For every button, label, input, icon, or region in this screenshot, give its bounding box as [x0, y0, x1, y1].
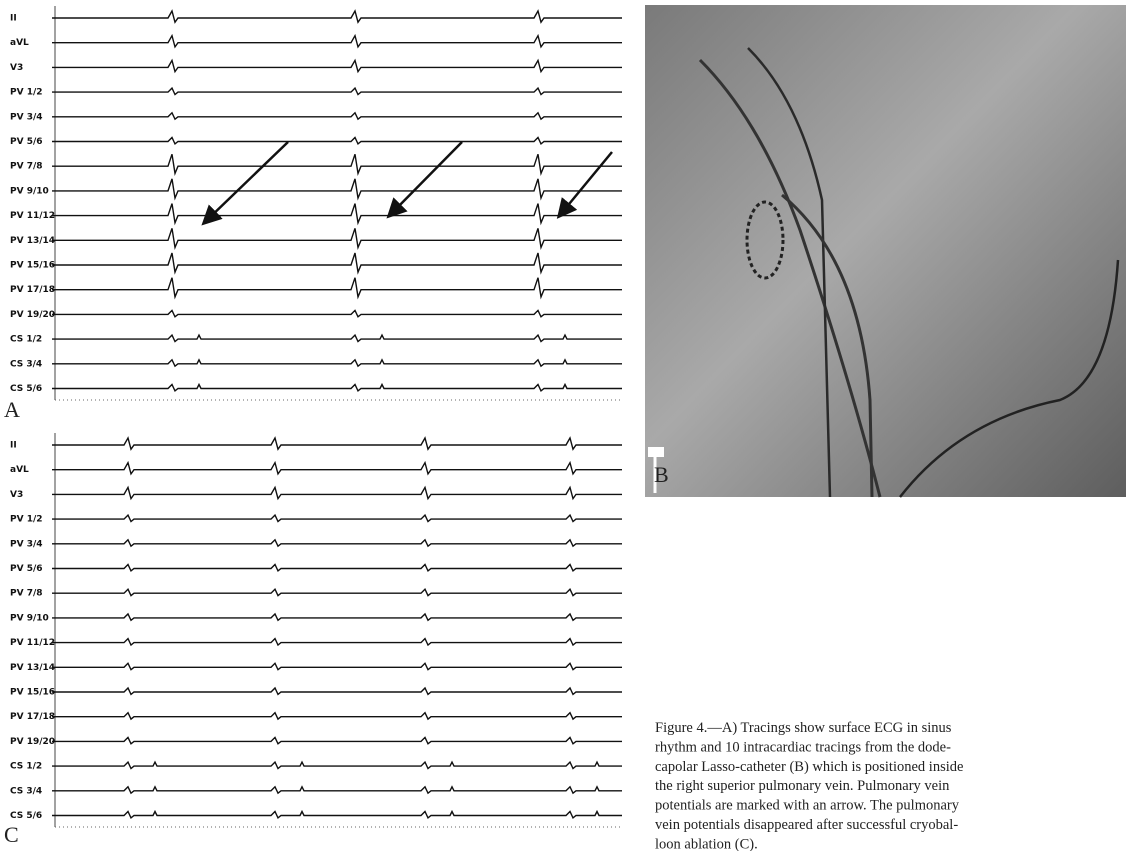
lead-label: PV 5/6: [10, 564, 43, 574]
lead-label: CS 5/6: [10, 811, 42, 821]
lead-label: CS 1/2: [10, 335, 42, 345]
trace: [52, 203, 622, 226]
lead-label: PV 3/4: [10, 539, 43, 549]
trace: [52, 436, 622, 451]
caption-line: rhythm and 10 intracardiac tracings from…: [655, 739, 951, 755]
trace: [52, 9, 622, 24]
trace: [52, 153, 622, 176]
trace: [52, 538, 622, 548]
trace: [52, 736, 622, 745]
trace: [52, 686, 622, 696]
trace: [52, 333, 622, 343]
lead-label: PV 11/12: [10, 211, 55, 221]
trace: [52, 228, 622, 251]
trace: [52, 485, 622, 501]
fluoroscopy-image: [645, 5, 1126, 498]
lead-label: PV 9/10: [10, 186, 49, 196]
panel-letter: A: [4, 397, 20, 422]
trace: [52, 86, 622, 96]
lead-label: PV 19/20: [10, 310, 55, 320]
arrow: [556, 151, 613, 219]
lead-label: PV 7/8: [10, 162, 43, 172]
lead-label: PV 1/2: [10, 88, 43, 98]
trace: [52, 809, 622, 820]
trace: [52, 460, 622, 476]
trace: [52, 178, 622, 201]
trace: [52, 637, 622, 647]
lead-label: CS 1/2: [10, 762, 42, 772]
trace: [52, 760, 622, 770]
caption-line: potentials are marked with an arrow. The…: [655, 798, 960, 814]
trace: [52, 587, 622, 597]
lead-label: V3: [10, 63, 23, 73]
caption-line: vein potentials disappeared after succes…: [655, 817, 958, 833]
lead-label: PV 13/14: [10, 663, 55, 673]
trace: [52, 785, 622, 795]
trace: [52, 662, 622, 671]
lead-label: PV 11/12: [10, 638, 55, 648]
lead-label: II: [10, 441, 17, 451]
lead-label: PV 15/16: [10, 688, 55, 698]
arrow: [386, 141, 463, 219]
trace: [52, 111, 622, 121]
lead-label: CS 3/4: [10, 786, 42, 796]
trace: [52, 252, 622, 275]
caption-line: capolar Lasso-catheter (B) which is posi…: [655, 759, 963, 775]
lead-label: aVL: [10, 38, 29, 48]
lead-label: aVL: [10, 465, 29, 475]
trace: [52, 58, 622, 74]
trace: [52, 277, 622, 300]
lead-label: CS 5/6: [10, 384, 42, 394]
panel-letter: B: [654, 462, 669, 487]
lead-label: CS 3/4: [10, 359, 42, 369]
caption-line: the right superior pulmonary vein. Pulmo…: [655, 778, 950, 794]
trace: [52, 711, 622, 721]
lead-label: V3: [10, 490, 23, 500]
trace: [52, 33, 622, 49]
caption-line: loon ablation (C).: [655, 836, 758, 851]
lead-label: PV 19/20: [10, 737, 55, 747]
lead-label: PV 1/2: [10, 515, 43, 525]
lead-label: PV 9/10: [10, 613, 49, 623]
trace: [52, 309, 622, 318]
lead-label: PV 13/14: [10, 236, 55, 246]
trace: [52, 358, 622, 368]
panel-letter: C: [4, 822, 19, 847]
lead-label: II: [10, 14, 17, 24]
lead-label: PV 17/18: [10, 712, 55, 722]
trace: [52, 382, 622, 393]
lead-label: PV 15/16: [10, 261, 55, 271]
trace: [52, 513, 622, 523]
lead-label: PV 7/8: [10, 589, 43, 599]
trace: [52, 563, 622, 573]
lead-label: PV 5/6: [10, 137, 43, 147]
trace: [52, 612, 622, 622]
caption-line: Figure 4.—A) Tracings show surface ECG i…: [655, 720, 952, 736]
lead-label: PV 3/4: [10, 112, 43, 122]
lead-label: PV 17/18: [10, 285, 55, 295]
trace: [52, 136, 622, 146]
arrow: [201, 141, 289, 226]
